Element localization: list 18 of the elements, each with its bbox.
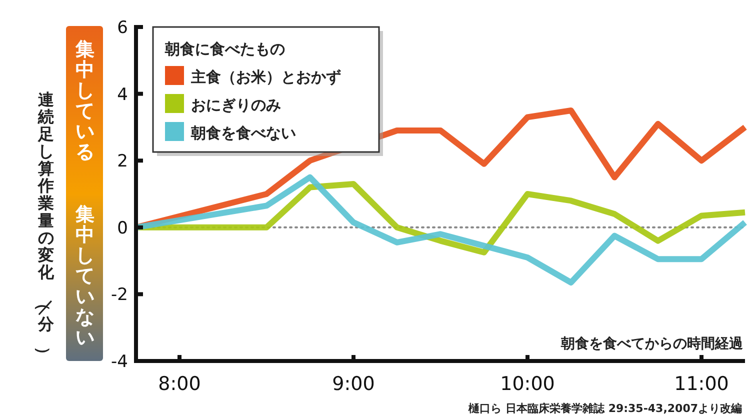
text: 集中している — [74, 38, 94, 164]
y-tick-label: -4 — [111, 352, 128, 372]
x-tick-label: 11:00 — [674, 373, 729, 395]
y-tick-label: 4 — [117, 84, 128, 105]
y-tick-label: 6 — [117, 18, 128, 38]
text: 樋口ら 日本臨床栄養学雑誌 29:35-43,2007より改編 — [468, 402, 742, 415]
legend-label: 朝食を食べない — [190, 124, 296, 142]
legend-title: 朝食に食べたもの — [164, 40, 285, 58]
x-axis-title: 朝食を食べてからの時間経過 — [560, 336, 744, 352]
y-tick-label: -2 — [111, 285, 128, 306]
y-tick-label: 0 — [117, 218, 128, 238]
legend-label: 主食（お米）とおかず — [190, 68, 341, 86]
x-tick-label: 10:00 — [500, 373, 555, 395]
x-tick-label: 8:00 — [158, 373, 201, 395]
x-tick-label: 9:00 — [332, 373, 375, 395]
text: 集中していない — [74, 203, 94, 348]
legend-label: おにぎりのみ — [191, 96, 281, 114]
y-tick-label: 2 — [117, 152, 128, 172]
